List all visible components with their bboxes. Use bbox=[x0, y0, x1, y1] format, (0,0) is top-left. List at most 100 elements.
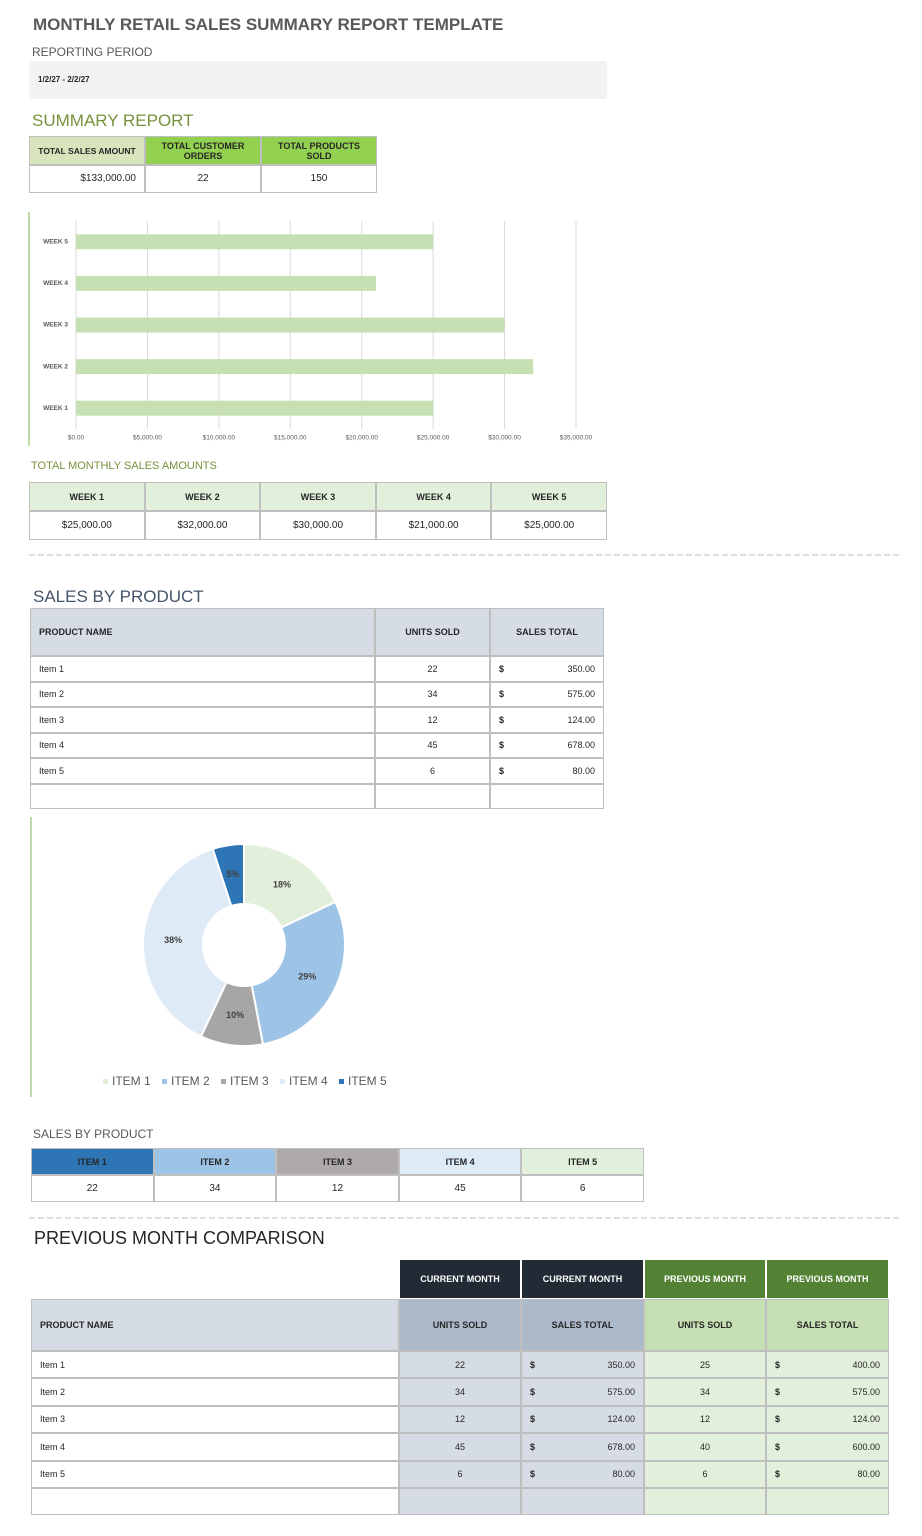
x-tick-label: $5,000.00 bbox=[133, 435, 162, 442]
header-cell: UNITS SOLD bbox=[644, 1299, 766, 1351]
group-header: PREVIOUS MONTH bbox=[644, 1259, 766, 1299]
cell: 34 bbox=[644, 1378, 766, 1406]
cell: 22 bbox=[375, 656, 490, 682]
y-tick-label: WEEK 3 bbox=[43, 322, 68, 329]
x-tick-label: $35,000.00 bbox=[560, 435, 593, 442]
legend-label: ITEM 3 bbox=[230, 1074, 269, 1088]
empty-cell bbox=[399, 1488, 521, 1516]
amount: 80.00 bbox=[612, 1469, 635, 1480]
legend-swatch bbox=[280, 1079, 285, 1084]
cell: 22 bbox=[31, 1175, 154, 1202]
group-header: CURRENT MONTH bbox=[399, 1259, 521, 1299]
legend-swatch bbox=[339, 1079, 344, 1084]
amount: 124.00 bbox=[607, 1414, 635, 1425]
cell: Item 2 bbox=[30, 681, 375, 707]
y-tick-label: WEEK 2 bbox=[43, 363, 68, 370]
amount: 600.00 bbox=[852, 1441, 880, 1452]
bar bbox=[76, 400, 434, 416]
header-cell: WEEK 4 bbox=[375, 482, 492, 511]
currency-sign: $ bbox=[499, 714, 505, 725]
header-cell: PRODUCT NAME bbox=[30, 608, 375, 656]
header-cell: ITEM 1 bbox=[31, 1148, 154, 1175]
legend-swatch bbox=[221, 1079, 226, 1084]
money-cell: $350.00 bbox=[490, 656, 604, 682]
currency-sign: $ bbox=[499, 740, 505, 751]
header-cell: ITEM 2 bbox=[153, 1148, 277, 1175]
group-header: CURRENT MONTH bbox=[521, 1259, 644, 1299]
empty-cell bbox=[521, 1488, 644, 1516]
cell: 22 bbox=[399, 1351, 521, 1379]
y-tick-label: WEEK 1 bbox=[43, 405, 68, 412]
section-title: SUMMARY REPORT bbox=[32, 111, 194, 130]
donut-slice bbox=[142, 847, 233, 1038]
legend-swatch bbox=[103, 1079, 108, 1084]
currency-sign: $ bbox=[775, 1414, 781, 1425]
cell: 45 bbox=[399, 1433, 521, 1461]
empty-cell bbox=[375, 783, 490, 809]
header-cell: WEEK 2 bbox=[144, 482, 261, 511]
cell: 12 bbox=[276, 1175, 399, 1202]
currency-sign: $ bbox=[775, 1359, 781, 1370]
currency-sign: $ bbox=[530, 1387, 536, 1398]
currency-sign: $ bbox=[499, 689, 505, 700]
header-cell: ITEM 4 bbox=[398, 1148, 522, 1175]
header-cell: ITEM 5 bbox=[521, 1148, 644, 1175]
data-label: 29% bbox=[298, 972, 316, 982]
header-cell: SALES TOTAL bbox=[521, 1299, 644, 1351]
legend-label: ITEM 4 bbox=[289, 1074, 328, 1088]
x-tick-label: $0.00 bbox=[68, 435, 85, 442]
x-tick-label: $20,000.00 bbox=[345, 435, 378, 442]
data-label: 5% bbox=[226, 869, 239, 879]
money-cell: $124.00 bbox=[490, 707, 604, 733]
currency-sign: $ bbox=[530, 1469, 536, 1480]
x-tick-label: $15,000.00 bbox=[274, 435, 307, 442]
money-cell: $575.00 bbox=[766, 1378, 889, 1406]
table-title: TOTAL MONTHLY SALES AMOUNTS bbox=[31, 460, 217, 472]
header-cell: TOTAL SALES AMOUNT bbox=[29, 136, 145, 165]
amount: 678.00 bbox=[607, 1441, 635, 1452]
cell: 12 bbox=[375, 707, 490, 733]
cell: $30,000.00 bbox=[260, 511, 376, 540]
cell: 45 bbox=[375, 732, 490, 758]
donut-slice bbox=[250, 900, 346, 1046]
bar bbox=[76, 317, 505, 333]
header-cell: PRODUCT NAME bbox=[31, 1299, 399, 1351]
money-cell: $124.00 bbox=[521, 1405, 644, 1434]
header-cell: TOTAL CUSTOMER ORDERS bbox=[145, 136, 261, 165]
donut-slice bbox=[243, 842, 337, 929]
cell: $133,000.00 bbox=[29, 165, 145, 193]
empty-cell bbox=[30, 783, 375, 809]
money-cell: $678.00 bbox=[521, 1433, 644, 1461]
currency-sign: $ bbox=[530, 1414, 536, 1425]
cell: Item 1 bbox=[30, 656, 375, 682]
cell: 40 bbox=[644, 1433, 766, 1461]
currency-sign: $ bbox=[775, 1469, 781, 1480]
amount: 80.00 bbox=[857, 1469, 880, 1480]
amount: 400.00 bbox=[852, 1359, 880, 1370]
x-tick-label: $10,000.00 bbox=[203, 435, 236, 442]
legend-label: ITEM 1 bbox=[112, 1074, 151, 1088]
currency-sign: $ bbox=[499, 765, 505, 776]
currency-sign: $ bbox=[530, 1359, 536, 1370]
legend-swatch bbox=[162, 1079, 167, 1084]
cell: $25,000.00 bbox=[29, 511, 145, 540]
bar bbox=[76, 359, 534, 375]
header-cell: ITEM 3 bbox=[276, 1148, 399, 1175]
cell: Item 3 bbox=[31, 1405, 399, 1434]
amount: 124.00 bbox=[852, 1414, 880, 1425]
money-cell: $350.00 bbox=[521, 1351, 644, 1379]
report-title: MONTHLY RETAIL SALES SUMMARY REPORT TEMP… bbox=[33, 15, 504, 34]
data-label: 10% bbox=[226, 1010, 244, 1020]
cell: $25,000.00 bbox=[491, 511, 607, 540]
amount: 575.00 bbox=[607, 1387, 635, 1398]
legend-label: ITEM 5 bbox=[348, 1074, 387, 1088]
currency-sign: $ bbox=[775, 1441, 781, 1452]
donut-slice bbox=[211, 842, 245, 908]
currency-sign: $ bbox=[775, 1387, 781, 1398]
legend-label: ITEM 2 bbox=[171, 1074, 210, 1088]
section-title: PREVIOUS MONTH COMPARISON bbox=[34, 1228, 325, 1248]
header-cell: SALES TOTAL bbox=[490, 608, 604, 656]
money-cell: $678.00 bbox=[490, 732, 604, 758]
period-label: REPORTING PERIOD bbox=[32, 45, 153, 59]
